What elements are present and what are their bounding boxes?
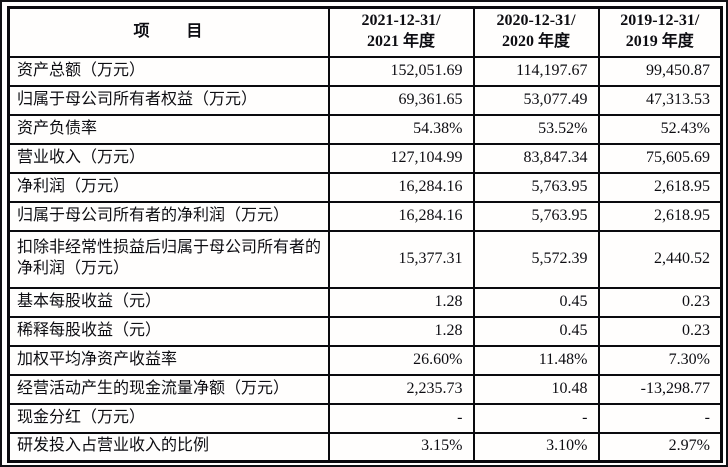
- cell-2020: 53.52%: [472, 113, 600, 145]
- cell-2020: -: [472, 402, 600, 434]
- table-row-cash-dividend: 现金分红（万元） - - -: [7, 402, 723, 434]
- cell-2019: -13,298.77: [597, 373, 723, 405]
- row-label: 资产负债率: [7, 113, 330, 145]
- financial-summary-table: 项 目 2021-12-31/ 2021 年度 2020-12-31/ 2020…: [7, 6, 723, 463]
- header-period-2021-year: 2021 年度: [366, 33, 435, 51]
- cell-2020: 10.48: [472, 373, 600, 405]
- table-row-revenue: 营业收入（万元） 127,104.99 83,847.34 75,605.69: [7, 142, 723, 174]
- row-label: 基本每股收益（元）: [7, 286, 330, 318]
- table-row-weighted-avg-roe: 加权平均净资产收益率 26.60% 11.48% 7.30%: [7, 344, 723, 376]
- cell-2019: 0.23: [597, 286, 723, 318]
- table-row-rd-ratio: 研发投入占营业收入的比例 3.15% 3.10% 2.97%: [7, 431, 723, 463]
- row-label: 资产总额（万元）: [7, 55, 330, 87]
- table-row-net-profit: 净利润（万元） 16,284.16 5,763.95 2,618.95: [7, 171, 723, 203]
- cell-2021: 16,284.16: [327, 171, 475, 203]
- cell-2021: 15,377.31: [327, 229, 475, 289]
- cell-2020: 83,847.34: [472, 142, 600, 174]
- cell-2019: 2,618.95: [597, 171, 723, 203]
- cell-2019: 2,618.95: [597, 200, 723, 232]
- table-body: 资产总额（万元） 152,051.69 114,197.67 99,450.87…: [7, 55, 723, 463]
- cell-2021: 16,284.16: [327, 200, 475, 232]
- row-label: 扣除非经常性损益后归属于母公司所有者的净利润（万元）: [7, 229, 330, 289]
- table-row-operating-cash-flow: 经营活动产生的现金流量净额（万元） 2,235.73 10.48 -13,298…: [7, 373, 723, 405]
- cell-2021: 54.38%: [327, 113, 475, 145]
- row-label: 归属于母公司所有者的净利润（万元）: [7, 200, 330, 232]
- cell-2019: -: [597, 402, 723, 434]
- cell-2019: 52.43%: [597, 113, 723, 145]
- table-row-basic-eps: 基本每股收益（元） 1.28 0.45 0.23: [7, 286, 723, 318]
- cell-2019: 47,313.53: [597, 84, 723, 116]
- header-period-2020-year: 2020 年度: [501, 33, 570, 51]
- header-period-2021-date: 2021-12-31/: [361, 12, 441, 30]
- cell-2021: 1.28: [327, 286, 475, 318]
- table-row-diluted-eps: 稀释每股收益（元） 1.28 0.45 0.23: [7, 315, 723, 347]
- row-label: 归属于母公司所有者权益（万元）: [7, 84, 330, 116]
- row-label: 净利润（万元）: [7, 171, 330, 203]
- header-period-2021: 2021-12-31/ 2021 年度: [327, 6, 475, 58]
- row-label: 经营活动产生的现金流量净额（万元）: [7, 373, 330, 405]
- header-period-2020-date: 2020-12-31/: [496, 12, 576, 30]
- header-row: 项 目 2021-12-31/ 2021 年度 2020-12-31/ 2020…: [7, 6, 723, 58]
- table-row-net-profit-excl-nonrecurring: 扣除非经常性损益后归属于母公司所有者的净利润（万元） 15,377.31 5,5…: [7, 229, 723, 289]
- cell-2020: 0.45: [472, 315, 600, 347]
- cell-2020: 5,763.95: [472, 171, 600, 203]
- header-period-2019-year: 2019 年度: [625, 33, 694, 51]
- cell-2021: 3.15%: [327, 431, 475, 463]
- table-row-debt-ratio: 资产负债率 54.38% 53.52% 52.43%: [7, 113, 723, 145]
- cell-2019: 2,440.52: [597, 229, 723, 289]
- header-period-2019: 2019-12-31/ 2019 年度: [597, 6, 723, 58]
- cell-2019: 7.30%: [597, 344, 723, 376]
- cell-2020: 0.45: [472, 286, 600, 318]
- table-row-total-assets: 资产总额（万元） 152,051.69 114,197.67 99,450.87: [7, 55, 723, 87]
- cell-2020: 53,077.49: [472, 84, 600, 116]
- table-header: 项 目 2021-12-31/ 2021 年度 2020-12-31/ 2020…: [7, 6, 723, 58]
- cell-2021: 26.60%: [327, 344, 475, 376]
- cell-2019: 2.97%: [597, 431, 723, 463]
- row-label: 营业收入（万元）: [7, 142, 330, 174]
- header-period-2020: 2020-12-31/ 2020 年度: [472, 6, 600, 58]
- cell-2021: 1.28: [327, 315, 475, 347]
- cell-2020: 11.48%: [472, 344, 600, 376]
- cell-2021: -: [327, 402, 475, 434]
- cell-2021: 69,361.65: [327, 84, 475, 116]
- row-label: 加权平均净资产收益率: [7, 344, 330, 376]
- cell-2020: 114,197.67: [472, 55, 600, 87]
- cell-2021: 152,051.69: [327, 55, 475, 87]
- cell-2021: 2,235.73: [327, 373, 475, 405]
- row-label: 现金分红（万元）: [7, 402, 330, 434]
- cell-2021: 127,104.99: [327, 142, 475, 174]
- cell-2020: 5,572.39: [472, 229, 600, 289]
- header-period-2019-date: 2019-12-31/: [620, 12, 700, 30]
- cell-2020: 5,763.95: [472, 200, 600, 232]
- row-label: 研发投入占营业收入的比例: [7, 431, 330, 463]
- cell-2019: 0.23: [597, 315, 723, 347]
- cell-2019: 99,450.87: [597, 55, 723, 87]
- table-row-parent-equity: 归属于母公司所有者权益（万元） 69,361.65 53,077.49 47,3…: [7, 84, 723, 116]
- row-label: 稀释每股收益（元）: [7, 315, 330, 347]
- cell-2020: 3.10%: [472, 431, 600, 463]
- cell-2019: 75,605.69: [597, 142, 723, 174]
- table-row-parent-net-profit: 归属于母公司所有者的净利润（万元） 16,284.16 5,763.95 2,6…: [7, 200, 723, 232]
- header-item: 项 目: [7, 6, 330, 58]
